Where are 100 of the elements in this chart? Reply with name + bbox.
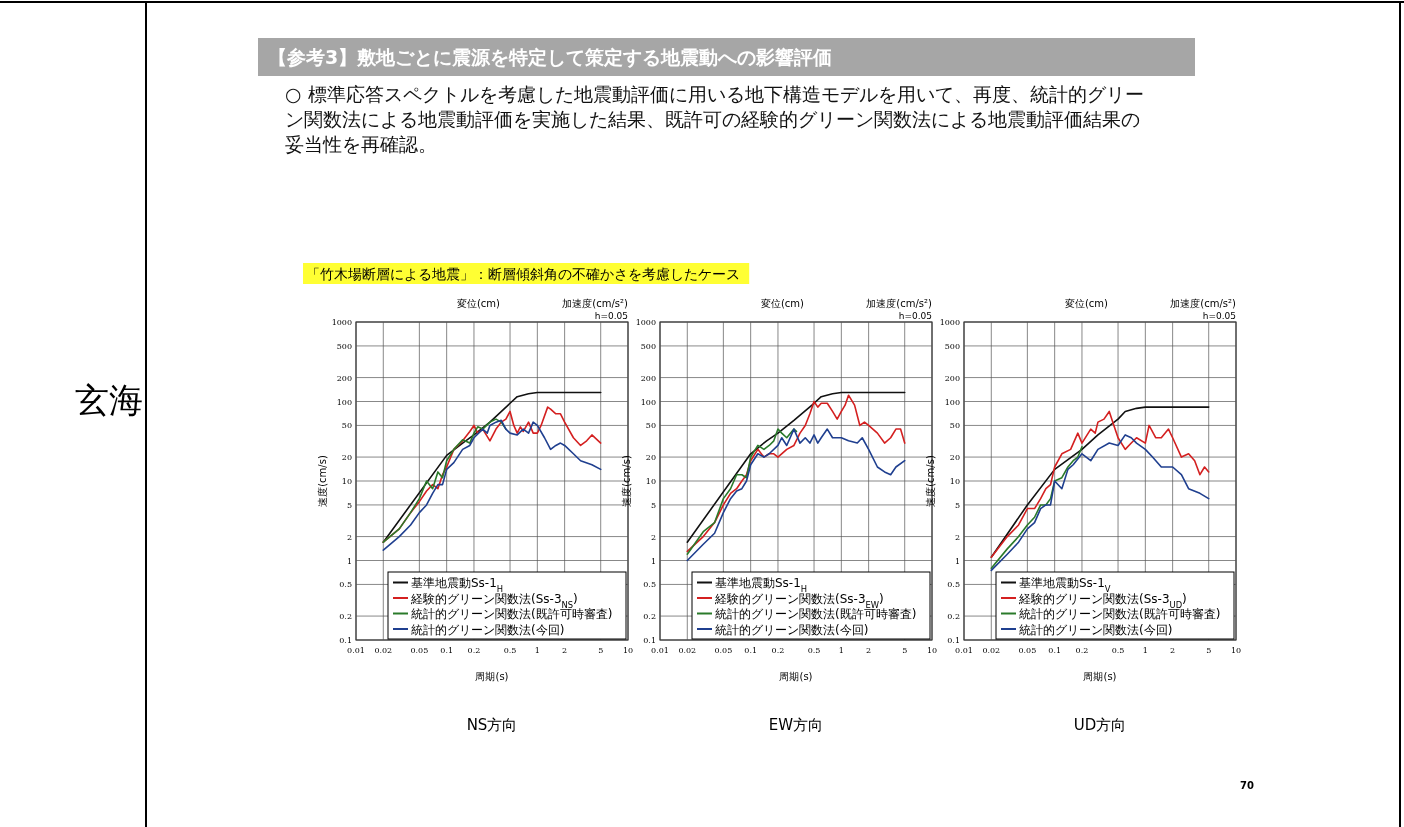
x-tick-label: 1 — [534, 646, 540, 655]
text: ○ 標準応答スペクトルを考慮した地震動評価に用いる地下構造モデルを用いて、再度、統計的グリーン関数法による地震動評価を実施した結果、既許可の経験的グリーン関数法による地震動評価結果の妥当性を再確認。 — [285, 82, 1145, 157]
text: 【参考3】敷地ごとに震源を特定して策定する地震動への影響評価 — [268, 46, 833, 68]
x-tick-label: 0.1 — [744, 646, 758, 655]
x-tick-label: 0.1 — [1048, 646, 1062, 655]
y-tick-label: 100 — [336, 397, 352, 407]
x-axis-title: 周期(s) — [1083, 671, 1117, 682]
legend-label: 統計的グリーン関数法(今回) — [411, 622, 565, 637]
legend-label: 統計的グリーン関数法(今回) — [715, 622, 869, 637]
y-tick-label: 20 — [341, 453, 352, 463]
text: h=0.05 — [898, 311, 932, 321]
x-axis-title: 周期(s) — [779, 671, 813, 682]
text: 「竹木場断層による地震」：断層傾斜角の不確かさを考慮したケース — [306, 266, 740, 282]
y-tick-label: 100 — [640, 397, 656, 407]
y-tick-label: 200 — [640, 373, 656, 383]
y-tick-label: 500 — [336, 341, 352, 351]
x-tick-label: 5 — [1206, 646, 1212, 655]
x-tick-label: 0.01 — [651, 646, 669, 655]
x-tick-label: 0.02 — [374, 646, 393, 655]
x-tick-label: 0.2 — [467, 646, 481, 655]
x-tick-label: 0.2 — [771, 646, 785, 655]
text: 加速度(cm/s²) — [1170, 298, 1237, 309]
y-tick-label: 0.2 — [643, 612, 656, 622]
y-tick-label: 0.1 — [643, 636, 656, 645]
x-tick-label: 10 — [1230, 646, 1242, 655]
y-tick-label: 1 — [346, 556, 352, 566]
y-tick-label: 200 — [944, 373, 960, 383]
y-tick-label: 0.2 — [947, 612, 960, 622]
x-tick-label: 0.2 — [1075, 646, 1089, 655]
y-tick-label: 1 — [954, 556, 960, 566]
y-tick-label: 100 — [944, 397, 960, 407]
text: h=0.05 — [1202, 311, 1236, 321]
y-tick-label: 50 — [341, 421, 352, 431]
legend-label: 基準地震動Ss-1$_{H}$ — [715, 576, 808, 594]
x-tick-label: 1 — [838, 646, 844, 655]
x-tick-label: 0.05 — [1018, 646, 1037, 655]
x-tick-label: 0.02 — [982, 646, 1001, 655]
x-tick-label: 0.5 — [503, 646, 517, 655]
x-tick-label: 0.01 — [955, 646, 973, 655]
x-tick-label: 0.05 — [714, 646, 733, 655]
text: 変位(cm) — [456, 298, 501, 309]
y-tick-label: 1000 — [331, 318, 352, 327]
y-tick-label: 10 — [949, 477, 960, 486]
x-tick-label: 0.05 — [410, 646, 429, 655]
y-axis-title: 速度(cm/s) — [621, 455, 632, 507]
x-axis-title: 周期(s) — [475, 671, 509, 682]
x-tick-label: 0.02 — [678, 646, 697, 655]
legend-label: 統計的グリーン関数法(既許可時審査) — [411, 607, 613, 621]
y-tick-label: 5 — [650, 500, 656, 510]
legend-label: 統計的グリーン関数法(既許可時審査) — [1019, 607, 1221, 621]
text: h=0.05 — [594, 311, 628, 321]
y-axis-title: 速度(cm/s) — [317, 455, 328, 507]
y-tick-label: 20 — [949, 453, 960, 463]
x-tick-label: 0.5 — [1111, 646, 1125, 655]
text: UD方向 — [1073, 716, 1127, 734]
legend-label: 基準地震動Ss-1$_{V}$ — [1019, 576, 1111, 594]
x-tick-label: 5 — [598, 646, 604, 655]
x-tick-label: 0.01 — [347, 646, 365, 655]
x-tick-label: 2 — [866, 646, 872, 655]
y-tick-label: 50 — [645, 421, 656, 431]
y-tick-label: 500 — [944, 341, 960, 351]
x-tick-label: 2 — [562, 646, 568, 655]
x-tick-label: 2 — [1170, 646, 1176, 655]
y-tick-label: 5 — [954, 500, 960, 510]
y-tick-label: 0.5 — [339, 580, 352, 590]
text: 70 — [1240, 780, 1254, 791]
y-tick-label: 1000 — [635, 318, 656, 327]
y-tick-label: 0.2 — [339, 612, 352, 622]
y-tick-label: 500 — [640, 341, 656, 351]
x-tick-label: 10 — [622, 646, 634, 655]
text: 変位(cm) — [760, 298, 805, 309]
text: 玄海 — [75, 380, 143, 420]
legend-label: 統計的グリーン関数法(今回) — [1019, 622, 1173, 637]
x-tick-label: 5 — [902, 646, 908, 655]
y-tick-label: 50 — [949, 421, 960, 431]
y-axis-title: 速度(cm/s) — [925, 455, 936, 507]
text: 加速度(cm/s²) — [562, 298, 629, 309]
y-tick-label: 1 — [650, 556, 656, 566]
x-tick-label: 0.1 — [440, 646, 454, 655]
y-tick-label: 0.5 — [643, 580, 656, 590]
text: 加速度(cm/s²) — [866, 298, 933, 309]
y-tick-label: 1000 — [939, 318, 960, 327]
y-tick-label: 0.1 — [947, 636, 960, 645]
y-tick-label: 10 — [645, 477, 656, 486]
x-tick-label: 1 — [1142, 646, 1148, 655]
y-tick-label: 5 — [346, 500, 352, 510]
y-tick-label: 200 — [336, 373, 352, 383]
text: NS方向 — [466, 716, 518, 734]
legend-label: 基準地震動Ss-1$_{H}$ — [411, 576, 504, 594]
y-tick-label: 0.1 — [339, 636, 352, 645]
legend-label: 統計的グリーン関数法(既許可時審査) — [715, 607, 917, 621]
text: EW方向 — [768, 716, 824, 734]
y-tick-label: 2 — [650, 532, 656, 542]
x-tick-label: 0.5 — [807, 646, 821, 655]
y-tick-label: 10 — [341, 477, 352, 486]
y-tick-label: 0.5 — [947, 580, 960, 590]
y-tick-label: 2 — [954, 532, 960, 542]
y-tick-label: 2 — [346, 532, 352, 542]
x-tick-label: 10 — [926, 646, 938, 655]
text: 変位(cm) — [1064, 298, 1109, 309]
